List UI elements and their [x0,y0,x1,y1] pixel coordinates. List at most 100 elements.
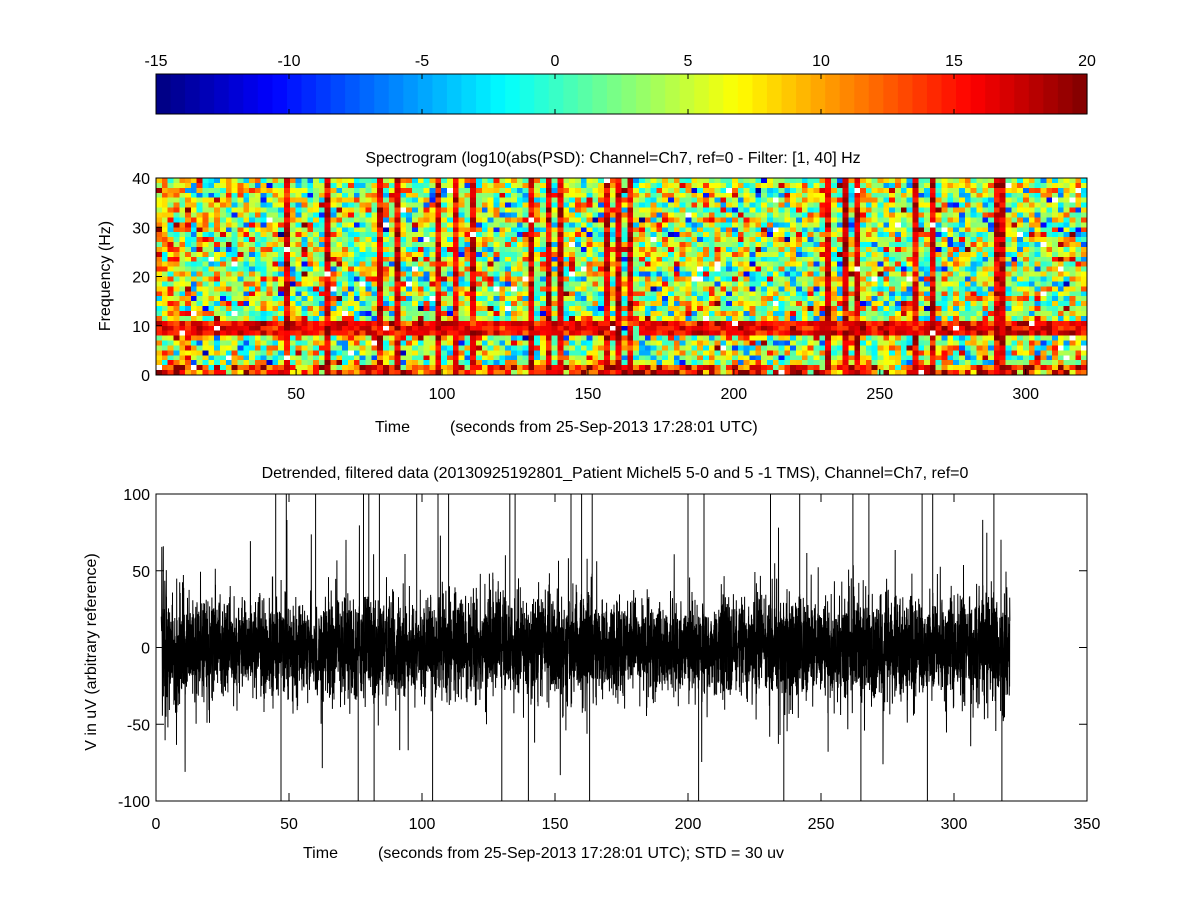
colorbar-cell [592,74,608,114]
colorbar-cell [723,74,739,114]
colorbar-tick-label: -10 [277,53,300,70]
colorbar-cell [766,74,783,114]
colorbar-cell [752,74,768,114]
colorbar-cell [941,74,957,114]
colorbar-cell [563,74,579,114]
colorbar-cell [170,74,186,114]
spectrogram-xtick-label: 250 [866,386,893,403]
colorbar-cell [374,74,390,114]
colorbar-tick-label: 5 [684,53,693,70]
colorbar-gradient [156,74,1088,114]
spectrogram-xtick-label: 150 [575,386,602,403]
colorbar-cell [257,74,273,114]
timeseries-ytick-label: 50 [132,564,150,581]
spectrogram-xlabel-seconds: (seconds from 25-Sep-2013 17:28:01 UTC) [450,419,758,436]
colorbar-cell [796,74,812,114]
colorbar-cell [388,74,404,114]
timeseries-ytick-label: 100 [123,487,150,504]
spectrogram-ytick-label: 30 [132,220,150,237]
spectrogram-xlabel-time: Time [375,419,410,436]
colorbar-cell [519,74,535,114]
spectrogram-ytick-label: 20 [132,270,150,287]
timeseries-ytick-label: 0 [141,641,150,658]
spectrogram-ytick-label: 10 [132,319,150,336]
timeseries-ticks: 0 50 100 150 200 250 300 350 -100 -50 0 50 100 [118,487,1100,833]
colorbar-cell [243,74,259,114]
spectrogram-xtick-label: 300 [1012,386,1039,403]
colorbar-cell [156,74,172,114]
colorbar-tick-label: -5 [415,53,429,70]
colorbar-cell [956,74,972,114]
colorbar-cell [345,74,361,114]
colorbar-cell [1043,74,1059,114]
colorbar-cell [621,74,637,114]
spectrogram-plot: Spectrogram (log10(abs(PSD): Channel=Ch7… [97,150,1088,436]
timeseries-xtick-label: 350 [1074,816,1101,833]
colorbar-cell [839,74,855,114]
colorbar-cell [737,74,754,114]
spectrogram-image [156,178,1087,375]
colorbar-cell [999,74,1015,114]
colorbar: -15 -10 -5 0 5 10 15 20 [144,53,1096,115]
colorbar-cell [446,74,463,114]
colorbar-cell [417,74,433,114]
timeseries-xtick-label: 100 [409,816,436,833]
spectrogram-xtick-label: 50 [287,386,305,403]
colorbar-cell [810,74,826,114]
timeseries-title: Detrended, filtered data (20130925192801… [262,465,969,482]
colorbar-cell [679,74,695,114]
colorbar-cell [825,74,841,114]
colorbar-cell [214,74,230,114]
colorbar-cell [868,74,884,114]
colorbar-tick-label: 0 [551,53,560,70]
colorbar-cell [1057,74,1074,114]
colorbar-cell [548,74,564,114]
timeseries-xtick-label: 200 [675,816,702,833]
colorbar-cell [883,74,899,114]
timeseries-xlabel-seconds: (seconds from 25-Sep-2013 17:28:01 UTC);… [378,845,784,862]
spectrogram-ytick-label: 0 [141,368,150,385]
colorbar-tick-label: 10 [812,53,830,70]
colorbar-cell [650,74,666,114]
colorbar-cell [926,74,943,114]
colorbar-cell [577,74,594,114]
colorbar-cell [985,74,1001,114]
spectrogram-xtick-label: 200 [721,386,748,403]
colorbar-cell [330,74,346,114]
timeseries-xlabel-time: Time [303,845,338,862]
colorbar-cell [185,74,201,114]
timeseries-ylabel: V in uV (arbitrary reference) [83,553,100,750]
timeseries-xtick-label: 50 [280,816,298,833]
colorbar-cell [606,74,623,114]
colorbar-cell [432,74,448,114]
spectrogram-xtick-label: 100 [429,386,456,403]
colorbar-cell [854,74,870,114]
timeseries-plot: Detrended, filtered data (20130925192801… [83,465,1100,862]
colorbar-cell [272,74,288,114]
timeseries-ytick-label: -100 [118,794,150,811]
colorbar-cell [708,74,724,114]
colorbar-cell [301,74,317,114]
colorbar-cell [897,74,914,114]
colorbar-frame [155,73,1088,115]
colorbar-cell [286,74,303,114]
colorbar-cell [403,74,419,114]
colorbar-cell [534,74,550,114]
colorbar-cell [1014,74,1030,114]
timeseries-xtick-label: 0 [152,816,161,833]
spectrogram-ticks: 50 100 150 200 250 300 0 10 20 30 40 [132,171,1039,403]
colorbar-cell [461,74,477,114]
colorbar-cell [970,74,986,114]
spectrogram-title: Spectrogram (log10(abs(PSD): Channel=Ch7… [365,150,860,167]
colorbar-tick-label: -15 [144,53,167,70]
colorbar-cell [1072,74,1088,114]
colorbar-cell [912,74,928,114]
colorbar-cell [694,74,710,114]
colorbar-cell [316,74,332,114]
colorbar-cell [1028,74,1044,114]
spectrogram-ytick-label: 40 [132,171,150,188]
timeseries-xtick-label: 300 [941,816,968,833]
colorbar-cell [228,74,244,114]
colorbar-cell [490,74,506,114]
